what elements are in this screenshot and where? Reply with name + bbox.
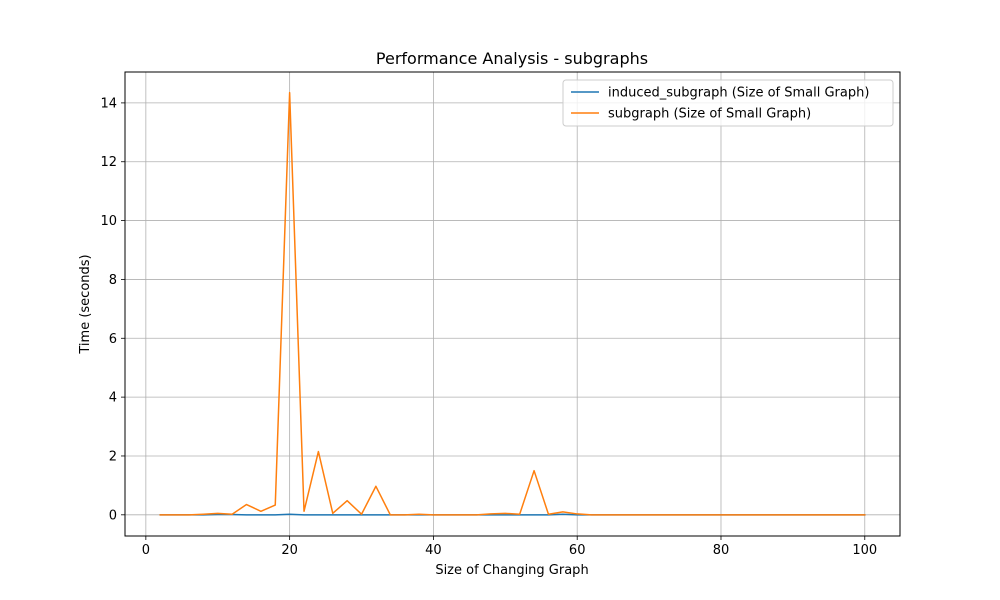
- y-tick-label: 12: [100, 155, 117, 170]
- y-tick-label: 10: [100, 214, 117, 229]
- series-line-subgraph: [159, 91, 866, 516]
- y-tick-label: 0: [109, 508, 117, 523]
- y-tick-label: 4: [109, 391, 117, 406]
- x-tick-label: 40: [425, 543, 442, 558]
- legend-label: subgraph (Size of Small Graph): [608, 107, 811, 122]
- axis-ticks: 0 20 40 60 80 100 0 2 4 6 8 10 12 14: [100, 96, 877, 558]
- x-tick-label: 80: [713, 543, 730, 558]
- legend-box: [562, 79, 894, 127]
- x-tick-label: 0: [142, 543, 150, 558]
- chart-title: Performance Analysis - subgraphs: [376, 49, 648, 68]
- y-axis-label: Time (seconds): [78, 254, 93, 354]
- x-axis-label: Size of Changing Graph: [435, 563, 588, 578]
- x-tick-label: 20: [281, 543, 298, 558]
- x-tick-label: 100: [852, 543, 877, 558]
- y-tick-label: 6: [109, 332, 117, 347]
- grid: [125, 72, 900, 536]
- series-lines: [159, 91, 866, 516]
- plot-frame: [124, 71, 901, 537]
- legend-label: induced_subgraph (Size of Small Graph): [608, 86, 869, 101]
- y-tick-label: 2: [109, 449, 117, 464]
- x-tick-label: 60: [569, 543, 586, 558]
- legend: induced_subgraph (Size of Small Graph) su…: [562, 79, 894, 127]
- y-tick-label: 14: [100, 96, 117, 111]
- y-tick-label: 8: [109, 273, 117, 288]
